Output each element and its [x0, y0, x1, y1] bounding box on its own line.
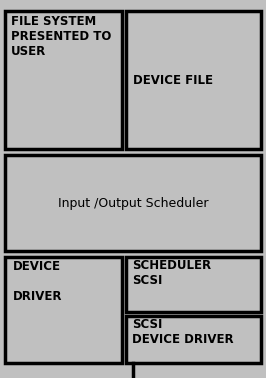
Text: DEVICE FILE: DEVICE FILE [133, 74, 213, 87]
Text: SCSI
DEVICE DRIVER: SCSI DEVICE DRIVER [132, 318, 233, 346]
Bar [126, 11, 261, 149]
Text: DEVICE

DRIVER: DEVICE DRIVER [13, 260, 63, 303]
Text: FILE SYSTEM
PRESENTED TO
USER: FILE SYSTEM PRESENTED TO USER [11, 15, 111, 58]
Bar [126, 257, 261, 312]
Bar [5, 11, 122, 149]
Text: Input /Output Scheduler: Input /Output Scheduler [58, 197, 208, 210]
Bar [126, 316, 261, 363]
Bar [5, 155, 261, 251]
Text: SCHEDULER
SCSI: SCHEDULER SCSI [132, 259, 211, 287]
Bar [5, 257, 122, 363]
